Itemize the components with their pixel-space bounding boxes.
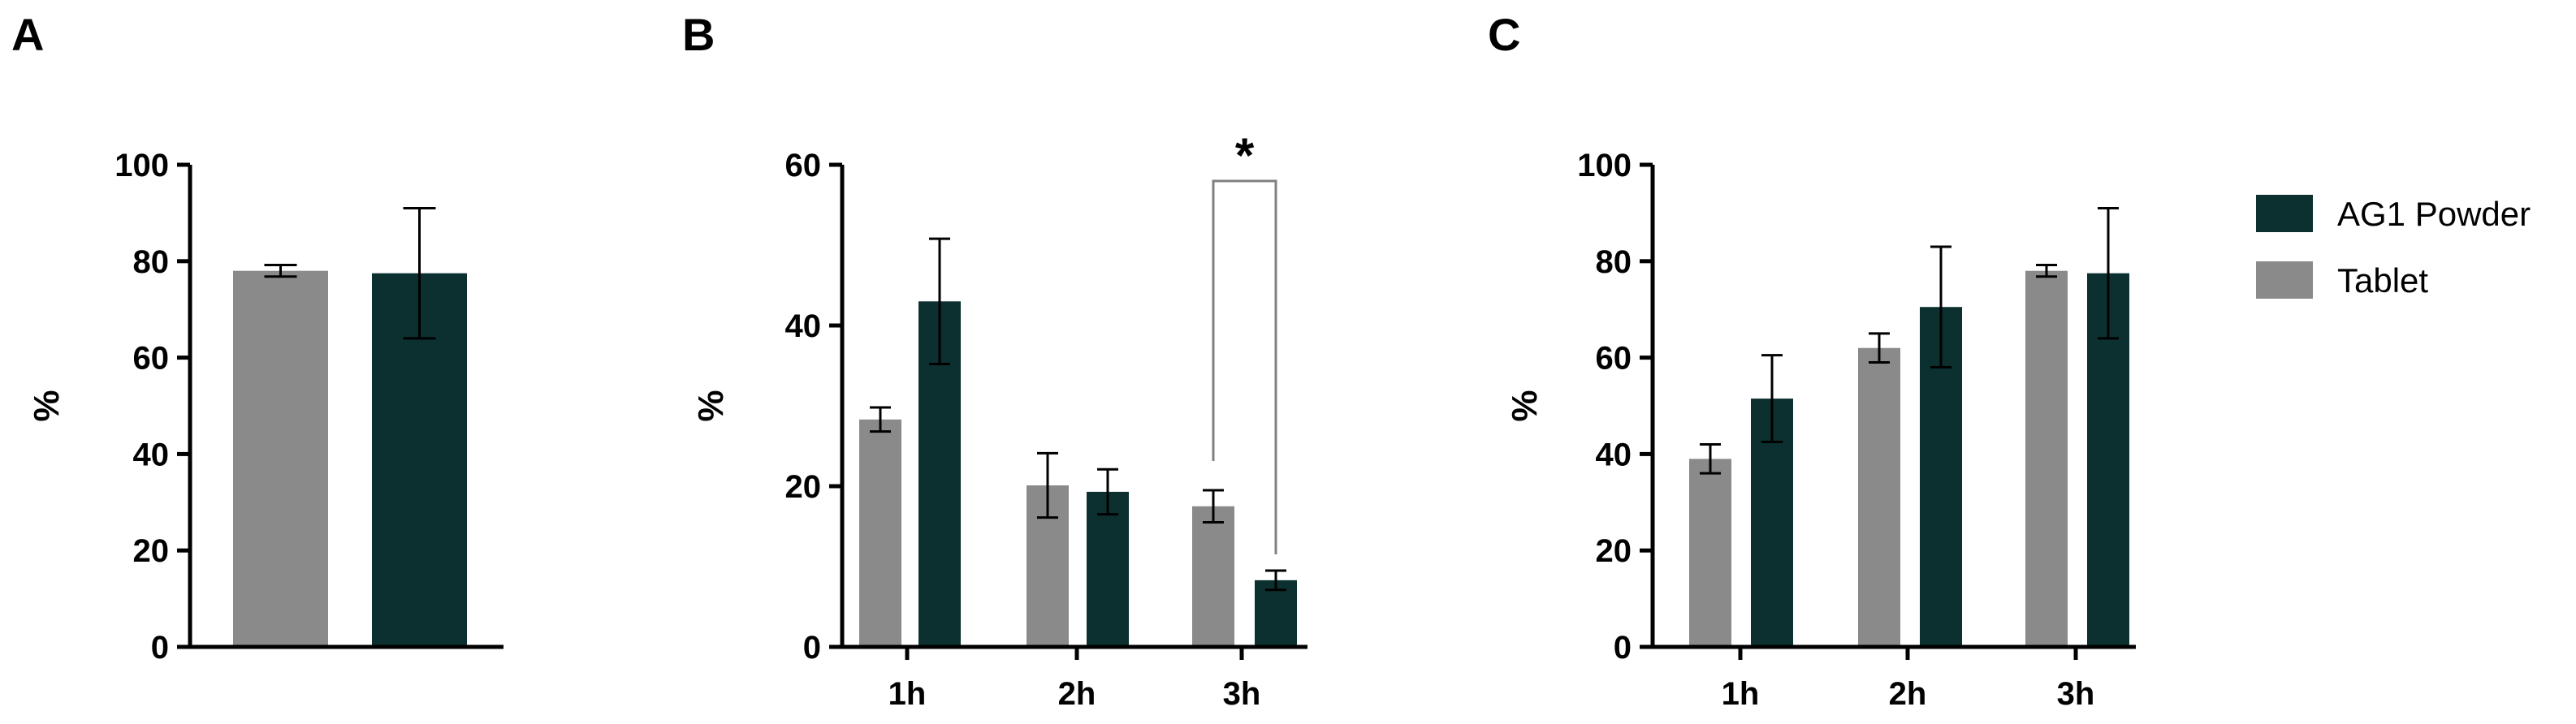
y-tick-label: 40 [133, 437, 170, 472]
error-bar [1700, 443, 1721, 475]
significance-bracket-line [1212, 179, 1277, 554]
chart-panel-c: C 0 20 40 60 80 100 1h 2h 3h% [1488, 9, 2136, 712]
x-tick-label: 3h [1223, 676, 1261, 712]
error-bar [1037, 451, 1058, 519]
bar-ag1-powder-2h [1087, 491, 1129, 647]
y-tick-label: 60 [785, 148, 822, 183]
x-tick-label: 2h [1058, 676, 1096, 712]
panel-label: C [1488, 9, 1520, 60]
error-bar [264, 264, 297, 278]
error-bar [2036, 264, 2057, 278]
y-tick-label: 20 [133, 533, 170, 569]
legend-label-ag1-powder: AG1 Powder [2337, 195, 2531, 233]
y-tick-label: 20 [785, 469, 822, 505]
y-tick-label: 80 [1596, 244, 1632, 280]
panel-label: B [682, 9, 715, 60]
error-bar [1930, 245, 1951, 368]
bar-tablet-all [233, 270, 328, 647]
error-bar [1203, 489, 1224, 524]
bar-tablet-3h [1192, 506, 1234, 647]
y-tick-label: 60 [133, 341, 170, 377]
error-bar [1265, 569, 1286, 592]
y-tick-label: 0 [803, 630, 821, 666]
y-tick-label: 40 [785, 308, 822, 344]
x-tick-label: 3h [2057, 676, 2095, 712]
error-bar [1097, 468, 1118, 516]
x-tick-label: 1h [1722, 676, 1760, 712]
error-bar [929, 237, 950, 366]
y-tick-label: 60 [1596, 341, 1632, 377]
y-tick-label: 20 [1596, 533, 1632, 569]
y-axis-title: % [1505, 390, 1545, 421]
x-tick-label: 1h [888, 676, 927, 712]
y-tick-label: 100 [115, 148, 169, 183]
legend-swatch-tablet [2256, 261, 2313, 299]
legend-swatch-ag1-powder [2256, 195, 2313, 232]
y-tick-label: 40 [1596, 437, 1632, 472]
bar-tablet-2h [1858, 347, 1900, 647]
error-bar [1761, 354, 1783, 444]
panel-label: A [11, 9, 44, 60]
chart-panel-b: B 0 20 40 60 1h 2h 3h% * [682, 9, 1307, 712]
y-axis-title: % [27, 390, 67, 421]
error-bar [870, 406, 891, 433]
x-tick-label: 2h [1889, 676, 1927, 712]
bar-ag1-powder-3h [1255, 580, 1297, 647]
y-tick-label: 100 [1577, 148, 1632, 183]
y-tick-label: 0 [151, 630, 169, 666]
legend-label-tablet: Tablet [2337, 261, 2428, 300]
chart-panel-a: A 0 20 40 60 80 100% [11, 9, 504, 666]
significance-bracket [1212, 179, 1277, 554]
y-tick-label: 0 [1614, 630, 1632, 666]
y-tick-label: 80 [133, 244, 170, 280]
legend: AG1 Powder Tablet [2256, 195, 2531, 300]
significance-star: * [1235, 128, 1255, 183]
error-bar [2098, 206, 2119, 340]
y-axis-title: % [691, 390, 731, 421]
bar-tablet-1h [1689, 459, 1731, 647]
bar-tablet-1h [859, 419, 901, 647]
error-bar [403, 206, 436, 340]
bar-tablet-3h [2025, 270, 2068, 647]
error-bar [1869, 332, 1890, 364]
